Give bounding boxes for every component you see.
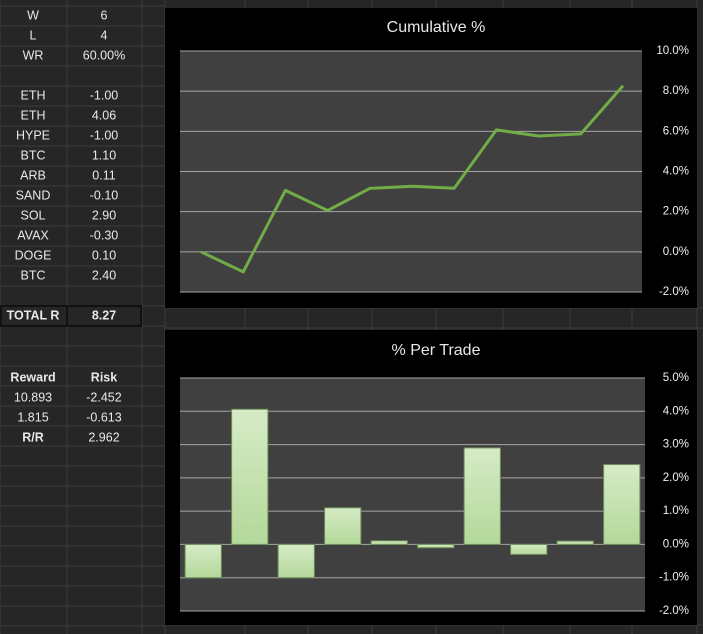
bar xyxy=(370,540,408,545)
cell-label: BTC xyxy=(21,268,46,282)
cell-value: 0.10 xyxy=(92,248,116,262)
bar xyxy=(324,507,362,545)
chart-title: % Per Trade xyxy=(392,342,481,359)
cell-value: 2.40 xyxy=(92,268,116,282)
cell-value: 2.90 xyxy=(92,208,116,222)
chart: % Per Trade 5.0% 4.0% 3.0% 2.0% 1.0% 0.0% -1.0%… xyxy=(165,330,697,625)
line-series xyxy=(200,84,625,274)
cell-label: AVAX xyxy=(17,228,49,242)
y-tick-label: -2.0% xyxy=(659,605,689,617)
y-tick-label: -2.0% xyxy=(659,286,689,298)
cell-label: WR xyxy=(23,48,44,62)
bar xyxy=(277,543,315,579)
y-tick-label: 10.0% xyxy=(656,45,689,57)
cell-value: -2.452 xyxy=(86,390,121,404)
cell-label: Reward xyxy=(10,370,55,384)
bar xyxy=(603,464,641,545)
cell-value: 2.962 xyxy=(88,430,119,444)
charts: Cumulative % 10.0% 8.0% 6.0% 4.0% 2.0% 0.0% -2.… xyxy=(165,8,697,625)
y-tick-label: 8.0% xyxy=(663,85,689,97)
cell-value: -0.30 xyxy=(90,228,119,242)
cell-value: 1.10 xyxy=(92,148,116,162)
cell-value: Risk xyxy=(91,370,117,384)
bar xyxy=(510,543,548,555)
chart: Cumulative % 10.0% 8.0% 6.0% 4.0% 2.0% 0.0% -2.… xyxy=(165,8,697,308)
y-tick-label: -1.0% xyxy=(659,572,689,584)
cell-value: 6 xyxy=(101,8,108,22)
chart-title: Cumulative % xyxy=(387,19,486,36)
cell-label: SAND xyxy=(16,188,51,202)
y-tick-label: 4.0% xyxy=(663,166,689,178)
y-tick-label: 6.0% xyxy=(663,125,689,137)
bar xyxy=(463,447,501,545)
cell-label: 1.815 xyxy=(17,410,48,424)
cell-value: -1.00 xyxy=(90,128,119,142)
total-box xyxy=(0,305,142,327)
cell-value: 60.00% xyxy=(83,48,125,62)
cell-value: -1.00 xyxy=(90,88,119,102)
cells: W 6 L 4 WR 60.00% ETH -1.00 ETH 4.06 HYPE -1.00 BTC 1… xyxy=(0,8,142,444)
cell-label: R/R xyxy=(22,430,44,444)
cell-value: -0.10 xyxy=(90,188,119,202)
cell-label: SOL xyxy=(20,208,45,222)
bar xyxy=(417,543,455,549)
y-tick-label: 2.0% xyxy=(663,206,689,218)
cell-value: 4 xyxy=(101,28,108,42)
cell-label: W xyxy=(27,8,39,22)
cell-label: L xyxy=(30,28,37,42)
cell-value: -0.613 xyxy=(86,410,121,424)
cell-label: ETH xyxy=(21,108,46,122)
cell-label: BTC xyxy=(21,148,46,162)
cell-label: 10.893 xyxy=(14,390,52,404)
y-tick-label: 2.0% xyxy=(663,472,689,484)
y-tick-label: 3.0% xyxy=(663,439,689,451)
cell-label: HYPE xyxy=(16,128,50,142)
cell-value: 8.27 xyxy=(92,308,116,322)
cell-value: 4.06 xyxy=(92,108,116,122)
cell-label: DOGE xyxy=(15,248,52,262)
cell-label: ETH xyxy=(21,88,46,102)
bar xyxy=(184,543,222,579)
cell-label: TOTAL R xyxy=(7,308,60,322)
y-tick-label: 0.0% xyxy=(663,246,689,258)
cell-value: 0.11 xyxy=(92,168,115,182)
cell-label: ARB xyxy=(20,168,46,182)
bar xyxy=(231,408,269,545)
y-tick-label: 0.0% xyxy=(663,538,689,550)
y-tick-label: 4.0% xyxy=(663,405,689,417)
y-tick-label: 5.0% xyxy=(663,372,689,384)
y-tick-label: 1.0% xyxy=(663,505,689,517)
bar xyxy=(556,540,594,545)
